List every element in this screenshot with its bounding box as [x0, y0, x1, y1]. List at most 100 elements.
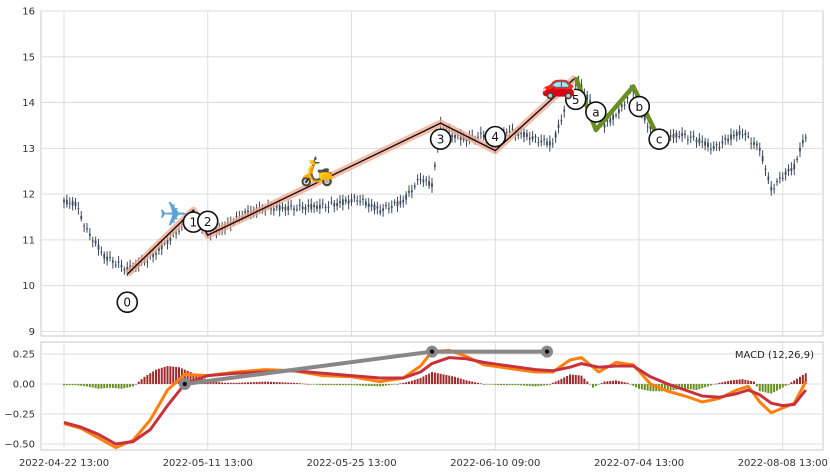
macd-histogram-bar: [68, 384, 71, 386]
macd-histogram-bar: [390, 384, 393, 385]
candle-body: [505, 131, 508, 133]
macd-histogram-bar: [597, 384, 600, 385]
candle-body: [339, 201, 341, 204]
candle-body: [672, 133, 675, 139]
wave-label-c: c: [648, 128, 670, 150]
candle-body: [301, 206, 304, 210]
macd-histogram-bar: [183, 369, 186, 384]
macd-histogram-bar: [249, 382, 252, 384]
wave-label-circle: [585, 101, 607, 123]
candle-body: [761, 156, 764, 162]
candle-body: [557, 124, 560, 128]
candle-body: [410, 190, 413, 193]
macd-histogram-bar: [721, 382, 724, 384]
candle-body: [586, 94, 589, 100]
macd-histogram-bar: [566, 375, 569, 384]
macd-histogram-bar: [724, 381, 727, 384]
candle-body: [793, 163, 796, 170]
macd-plot-area: [40, 341, 824, 451]
macd-histogram-bar: [689, 384, 692, 390]
candle-body: [563, 109, 566, 112]
macd-histogram-bar: [290, 382, 293, 384]
price-y-tick-label: 11: [22, 235, 35, 246]
macd-histogram-bar: [753, 381, 755, 384]
candle-body: [508, 130, 511, 132]
macd-histogram-bar: [63, 384, 65, 386]
candle-body: [169, 237, 172, 241]
macd-histogram-bar: [264, 381, 267, 384]
candle-body: [408, 190, 410, 193]
candle-body: [290, 205, 293, 207]
macd-histogram-bar: [241, 382, 244, 384]
candle-body: [88, 233, 91, 236]
macd-histogram-bar: [134, 384, 137, 385]
macd-histogram-bar: [606, 381, 609, 384]
macd-histogram-bar: [548, 384, 551, 385]
candle-body: [606, 120, 609, 122]
gray-connector-node-center: [544, 349, 550, 354]
macd-histogram-bar: [379, 384, 382, 387]
candle-body: [336, 203, 339, 207]
wave-label-circle: [429, 128, 452, 150]
candle-body: [94, 240, 97, 244]
candle-body: [609, 118, 612, 123]
wave-label-b: b: [628, 95, 651, 118]
candle-body: [393, 202, 396, 204]
macd-histogram-bar: [359, 384, 362, 386]
macd-histogram-bar: [356, 384, 359, 386]
macd-histogram-bar: [178, 367, 180, 384]
candle-body: [324, 206, 327, 208]
macd-histogram-bar: [617, 381, 620, 384]
candle-body: [157, 247, 160, 251]
macd-histogram-bar: [106, 384, 109, 388]
macd-histogram-bar: [804, 373, 807, 384]
candle-body: [382, 208, 385, 211]
candle-body: [554, 132, 557, 138]
candle-body: [321, 203, 324, 205]
price-y-tick-label: 9: [29, 327, 35, 338]
candle-body: [91, 240, 94, 242]
macd-histogram-bar: [267, 381, 270, 384]
macd-histogram-bar: [408, 381, 410, 384]
candle-body: [620, 104, 623, 107]
macd-histogram-bar: [370, 384, 373, 387]
macd-histogram-bar: [764, 384, 767, 393]
macd-histogram-bar: [451, 376, 454, 384]
macd-histogram-bar: [603, 381, 606, 384]
candle-body: [704, 141, 707, 146]
macd-histogram-bar: [580, 375, 583, 384]
macd-panel: 0.25 0.00 −0.25 −0.50 MACD (12,26,9): [4, 341, 824, 451]
macd-histogram-bar: [511, 384, 514, 386]
macd-histogram-bar: [387, 384, 390, 386]
candle-body: [244, 211, 247, 214]
candle-body: [120, 264, 123, 268]
macd-histogram-bar: [732, 380, 735, 384]
macd-histogram-bar: [554, 381, 557, 384]
macd-histogram-bar: [468, 381, 471, 384]
macd-histogram-bar: [741, 379, 744, 384]
macd-histogram-bar: [224, 382, 226, 384]
candle-body: [399, 200, 402, 205]
candle-body: [626, 97, 629, 99]
macd-histogram-bar: [560, 378, 563, 384]
macd-histogram-bar: [413, 379, 416, 384]
candle-body: [359, 200, 362, 203]
scooter-icon: 🛵: [300, 154, 335, 187]
macd-histogram-bar: [353, 384, 356, 386]
macd-histogram-bar: [681, 384, 684, 390]
candle-body: [74, 201, 77, 206]
candle-body: [612, 114, 615, 120]
airplane-icon: ✈: [159, 195, 188, 235]
macd-histogram-bar: [126, 384, 129, 388]
candle-body: [796, 158, 799, 161]
macd-histogram-bar: [669, 384, 672, 391]
candle-body: [741, 134, 744, 136]
macd-histogram-bar: [255, 381, 258, 384]
macd-histogram-bar: [520, 384, 523, 386]
macd-histogram-bar: [514, 384, 517, 386]
macd-histogram-bar: [382, 384, 385, 386]
candle-body: [727, 138, 730, 142]
candle-body: [781, 177, 784, 179]
candle-body: [534, 136, 537, 138]
